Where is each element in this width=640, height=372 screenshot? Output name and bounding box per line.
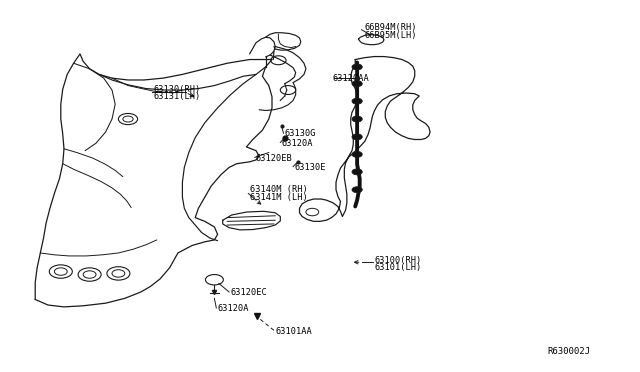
Text: 66B95M(LH): 66B95M(LH) <box>365 31 417 40</box>
Circle shape <box>352 116 362 122</box>
Circle shape <box>352 169 362 175</box>
Text: 66B94M(RH): 66B94M(RH) <box>365 23 417 32</box>
Text: 63140M (RH): 63140M (RH) <box>250 185 307 194</box>
Text: 63131(LH): 63131(LH) <box>154 92 201 101</box>
Circle shape <box>352 98 362 104</box>
Text: 63130G: 63130G <box>285 129 316 138</box>
Text: R630002J: R630002J <box>547 347 590 356</box>
Text: 63120A: 63120A <box>282 139 313 148</box>
Text: 63120AA: 63120AA <box>333 74 369 83</box>
Text: 63101(LH): 63101(LH) <box>374 263 422 272</box>
Text: 63100(RH): 63100(RH) <box>374 256 422 265</box>
Circle shape <box>352 187 362 193</box>
Text: 63141M (LH): 63141M (LH) <box>250 193 307 202</box>
Text: 63130(RH): 63130(RH) <box>154 85 201 94</box>
Text: 63130E: 63130E <box>294 163 326 172</box>
Text: 63120EB: 63120EB <box>256 154 292 163</box>
Text: 63120A: 63120A <box>218 304 249 313</box>
Circle shape <box>352 134 362 140</box>
Circle shape <box>352 64 362 70</box>
Text: 63101AA: 63101AA <box>275 327 312 336</box>
Circle shape <box>352 151 362 157</box>
Circle shape <box>352 81 362 87</box>
Text: 63120EC: 63120EC <box>230 288 267 296</box>
